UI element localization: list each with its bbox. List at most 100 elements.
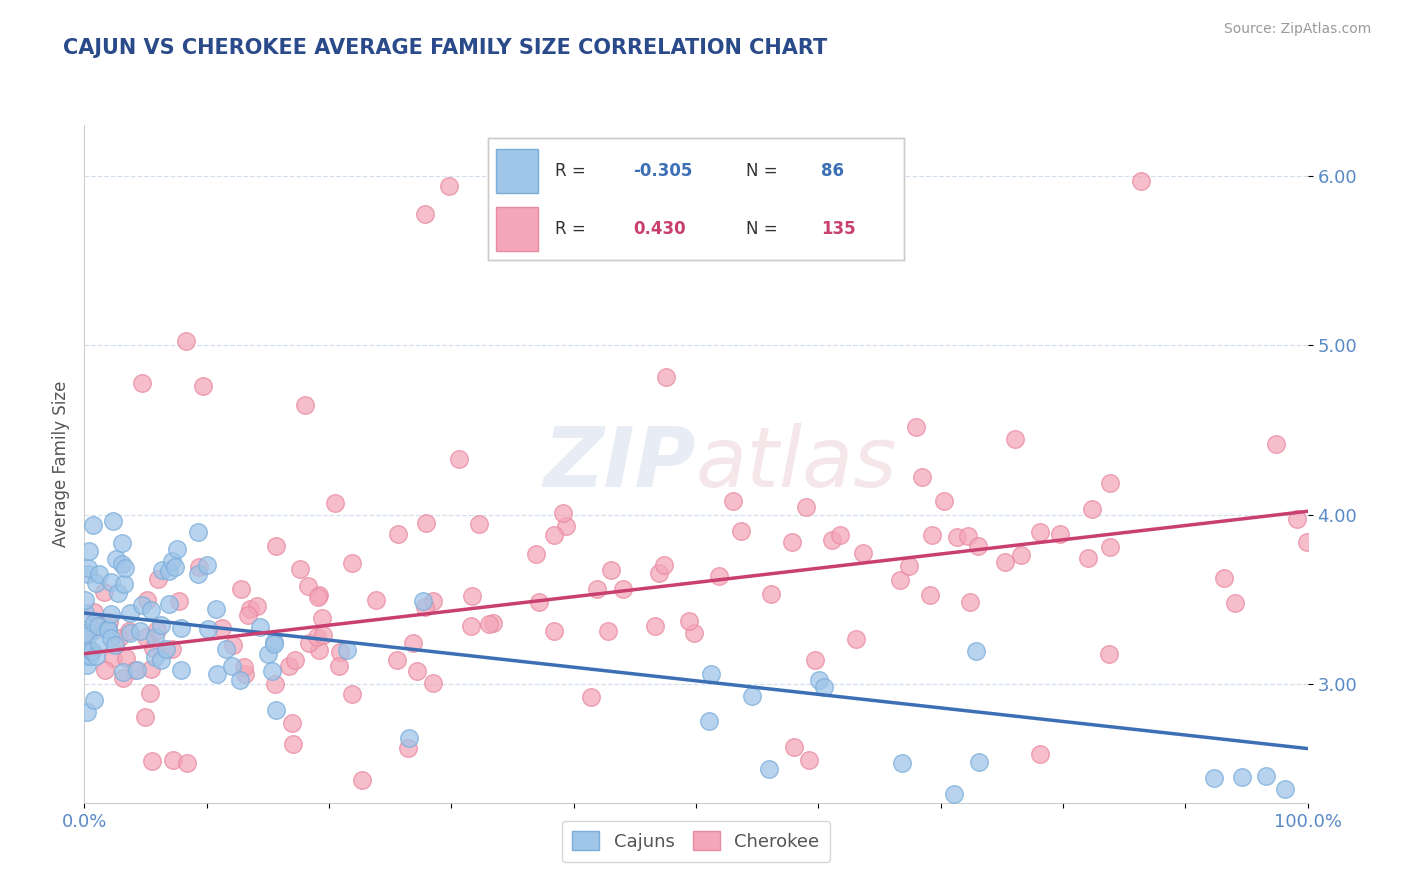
Point [76,658,98,673]
Point [167,594,190,608]
Point [108,631,131,645]
Point [141,754,163,768]
Point [141,603,163,617]
Point [281,737,304,751]
Point [845,632,868,647]
Point [87,618,110,632]
Point [159,565,181,579]
Point [551,506,574,520]
Point [700,666,723,681]
Point [79,648,101,663]
Point [101,514,124,528]
Point [1081,502,1104,516]
Point [263,637,285,651]
Point [246,599,269,614]
Point [79,643,101,657]
Point [76,566,98,581]
Point [524,547,547,561]
Point [84,576,107,591]
Point [1077,551,1099,566]
Point [966,539,988,553]
Point [187,566,209,581]
Point [124,663,146,677]
Point [794,500,817,514]
Point [166,542,188,557]
Point [277,659,299,673]
Point [262,664,284,678]
Point [307,591,329,605]
Point [193,379,215,393]
Point [468,517,491,532]
Point [1296,535,1319,549]
Point [852,546,875,560]
Point [115,651,138,665]
Point [205,601,228,615]
Point [294,398,316,412]
Point [264,677,287,691]
Point [284,653,307,667]
Point [97,615,120,630]
Point [959,595,981,609]
Text: CAJUN VS CHEROKEE AVERAGE FAMILY SIZE CORRELATION CHART: CAJUN VS CHEROKEE AVERAGE FAMILY SIZE CO… [63,38,828,58]
Point [598,624,620,639]
Point [236,608,259,623]
Point [176,334,198,348]
Point [82,644,104,658]
Point [1223,596,1246,610]
Point [340,556,363,570]
Point [585,582,607,597]
Point [1254,769,1277,783]
Point [460,619,482,633]
Point [697,714,720,729]
Point [543,624,565,639]
Point [328,658,350,673]
Point [93,584,115,599]
Point [150,563,173,577]
Point [1010,549,1032,563]
Point [75,593,97,607]
Point [422,594,444,608]
Y-axis label: Average Family Size: Average Family Size [52,381,70,547]
Point [413,600,436,615]
Point [741,689,763,703]
Point [100,632,122,646]
Point [205,667,228,681]
Point [644,619,666,633]
Point [170,663,193,677]
Point [221,658,243,673]
Point [721,493,744,508]
Point [297,579,319,593]
Point [114,561,136,575]
Point [131,376,153,390]
Point [707,568,730,582]
Point [1098,540,1121,554]
Point [782,534,804,549]
Text: Source: ZipAtlas.com: Source: ZipAtlas.com [1223,22,1371,37]
Point [149,618,172,632]
Point [160,554,183,568]
Point [807,673,830,687]
Point [170,621,193,635]
Point [482,615,505,630]
Point [89,636,111,650]
Point [125,664,148,678]
Point [257,647,280,661]
Point [75,649,97,664]
Point [1264,437,1286,451]
Point [187,559,209,574]
Point [364,593,387,607]
Point [965,644,987,658]
Point [83,692,105,706]
Point [1049,527,1071,541]
Point [387,653,409,667]
Point [82,518,104,533]
Point [87,567,110,582]
Point [162,753,184,767]
Point [804,653,827,667]
Point [157,597,180,611]
Point [142,640,165,655]
Legend: Cajuns, Cherokee: Cajuns, Cherokee [561,821,831,862]
Point [77,544,100,558]
Point [683,625,706,640]
Point [195,558,218,572]
